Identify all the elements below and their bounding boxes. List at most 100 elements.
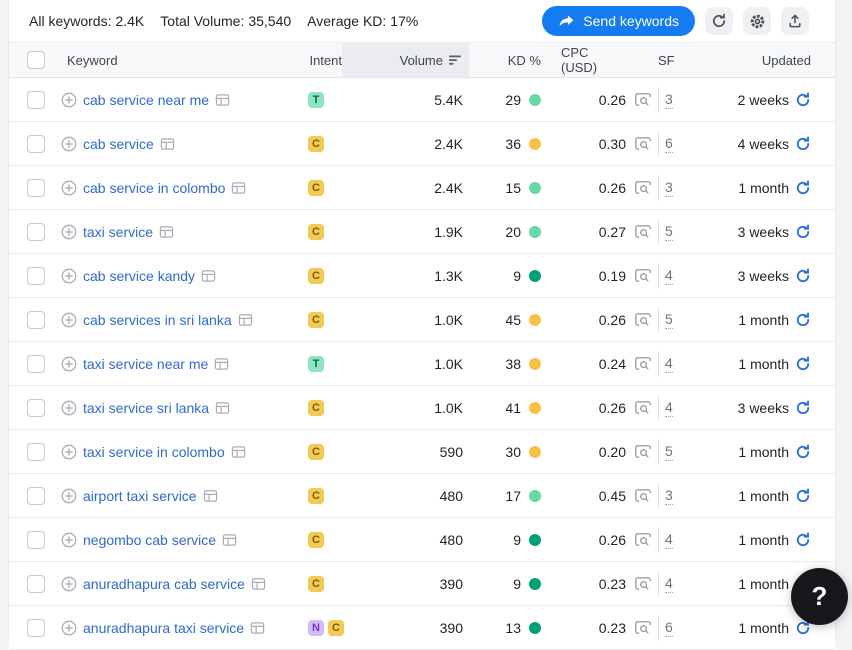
export-button[interactable] (781, 7, 809, 35)
view-serp-icon[interactable] (634, 443, 652, 460)
row-checkbox[interactable] (27, 531, 45, 549)
view-serp-icon[interactable] (634, 223, 652, 240)
refresh-metrics-icon[interactable] (795, 532, 811, 548)
row-checkbox[interactable] (27, 267, 45, 285)
serp-features-window-icon[interactable] (231, 445, 246, 459)
refresh-metrics-icon[interactable] (795, 180, 811, 196)
row-checkbox[interactable] (27, 91, 45, 109)
serp-features-window-icon[interactable] (214, 357, 229, 371)
refresh-metrics-icon[interactable] (795, 136, 811, 152)
settings-button[interactable] (743, 7, 771, 35)
serp-features-window-icon[interactable] (251, 577, 266, 591)
sf-count[interactable]: 3 (665, 179, 673, 197)
keyword-link[interactable]: cab service near me (83, 92, 209, 108)
refresh-metrics-icon[interactable] (795, 488, 811, 504)
serp-features-window-icon[interactable] (231, 181, 246, 195)
serp-features-window-icon[interactable] (222, 533, 237, 547)
row-checkbox[interactable] (27, 443, 45, 461)
sf-count[interactable]: 3 (665, 487, 673, 505)
sf-count[interactable]: 5 (665, 223, 673, 241)
keyword-link[interactable]: cab service in colombo (83, 180, 225, 196)
add-keyword-plus-icon[interactable] (61, 224, 77, 240)
column-header-keyword[interactable]: Keyword (53, 43, 278, 77)
row-checkbox[interactable] (27, 487, 45, 505)
add-keyword-plus-icon[interactable] (61, 92, 77, 108)
sf-count[interactable]: 5 (665, 311, 673, 329)
sf-count[interactable]: 6 (665, 619, 673, 637)
sf-count[interactable]: 4 (665, 355, 673, 373)
serp-features-window-icon[interactable] (238, 313, 253, 327)
keyword-link[interactable]: cab service (83, 136, 154, 152)
add-keyword-plus-icon[interactable] (61, 312, 77, 328)
refresh-metrics-icon[interactable] (795, 92, 811, 108)
column-header-volume[interactable]: Volume (342, 43, 469, 77)
refresh-metrics-icon[interactable] (795, 400, 811, 416)
add-keyword-plus-icon[interactable] (61, 532, 77, 548)
sf-count[interactable]: 5 (665, 443, 673, 461)
row-checkbox[interactable] (27, 399, 45, 417)
sf-count[interactable]: 4 (665, 531, 673, 549)
refresh-all-button[interactable] (705, 7, 733, 35)
refresh-metrics-icon[interactable] (795, 268, 811, 284)
add-keyword-plus-icon[interactable] (61, 136, 77, 152)
view-serp-icon[interactable] (634, 575, 652, 592)
send-keywords-button[interactable]: Send keywords (542, 6, 695, 36)
view-serp-icon[interactable] (634, 91, 652, 108)
row-checkbox[interactable] (27, 575, 45, 593)
sf-count[interactable]: 4 (665, 399, 673, 417)
sf-count[interactable]: 4 (665, 575, 673, 593)
keyword-link[interactable]: negombo cab service (83, 532, 216, 548)
view-serp-icon[interactable] (634, 179, 652, 196)
row-checkbox[interactable] (27, 619, 45, 637)
keyword-link[interactable]: anuradhapura taxi service (83, 620, 244, 636)
serp-features-window-icon[interactable] (250, 621, 265, 635)
serp-features-window-icon[interactable] (215, 93, 230, 107)
serp-features-window-icon[interactable] (160, 137, 175, 151)
add-keyword-plus-icon[interactable] (61, 620, 77, 636)
view-serp-icon[interactable] (634, 135, 652, 152)
keyword-link[interactable]: taxi service (83, 224, 153, 240)
refresh-metrics-icon[interactable] (795, 224, 811, 240)
serp-features-window-icon[interactable] (201, 269, 216, 283)
row-checkbox[interactable] (27, 135, 45, 153)
add-keyword-plus-icon[interactable] (61, 268, 77, 284)
column-header-updated[interactable]: Updated (702, 43, 835, 77)
add-keyword-plus-icon[interactable] (61, 400, 77, 416)
view-serp-icon[interactable] (634, 399, 652, 416)
keyword-link[interactable]: anuradhapura cab service (83, 576, 245, 592)
row-checkbox[interactable] (27, 355, 45, 373)
add-keyword-plus-icon[interactable] (61, 444, 77, 460)
sf-count[interactable]: 4 (665, 267, 673, 285)
keyword-link[interactable]: cab services in sri lanka (83, 312, 232, 328)
sf-count[interactable]: 3 (665, 91, 673, 109)
view-serp-icon[interactable] (634, 487, 652, 504)
row-checkbox[interactable] (27, 179, 45, 197)
keyword-link[interactable]: taxi service in colombo (83, 444, 225, 460)
column-header-kd[interactable]: KD % (469, 43, 561, 77)
help-button[interactable]: ? (791, 568, 848, 625)
column-header-intent[interactable]: Intent (278, 43, 342, 77)
column-header-sf[interactable]: SF (626, 43, 702, 77)
row-checkbox[interactable] (27, 311, 45, 329)
add-keyword-plus-icon[interactable] (61, 180, 77, 196)
keyword-link[interactable]: cab service kandy (83, 268, 195, 284)
refresh-metrics-icon[interactable] (795, 356, 811, 372)
row-checkbox[interactable] (27, 223, 45, 241)
serp-features-window-icon[interactable] (215, 401, 230, 415)
keyword-link[interactable]: airport taxi service (83, 488, 197, 504)
view-serp-icon[interactable] (634, 619, 652, 636)
view-serp-icon[interactable] (634, 355, 652, 372)
select-all-checkbox[interactable] (27, 51, 45, 69)
sf-count[interactable]: 6 (665, 135, 673, 153)
column-header-cpc[interactable]: CPC (USD) (561, 43, 626, 77)
add-keyword-plus-icon[interactable] (61, 488, 77, 504)
add-keyword-plus-icon[interactable] (61, 356, 77, 372)
refresh-metrics-icon[interactable] (795, 312, 811, 328)
view-serp-icon[interactable] (634, 531, 652, 548)
view-serp-icon[interactable] (634, 311, 652, 328)
serp-features-window-icon[interactable] (203, 489, 218, 503)
view-serp-icon[interactable] (634, 267, 652, 284)
keyword-link[interactable]: taxi service sri lanka (83, 400, 209, 416)
refresh-metrics-icon[interactable] (795, 444, 811, 460)
serp-features-window-icon[interactable] (159, 225, 174, 239)
